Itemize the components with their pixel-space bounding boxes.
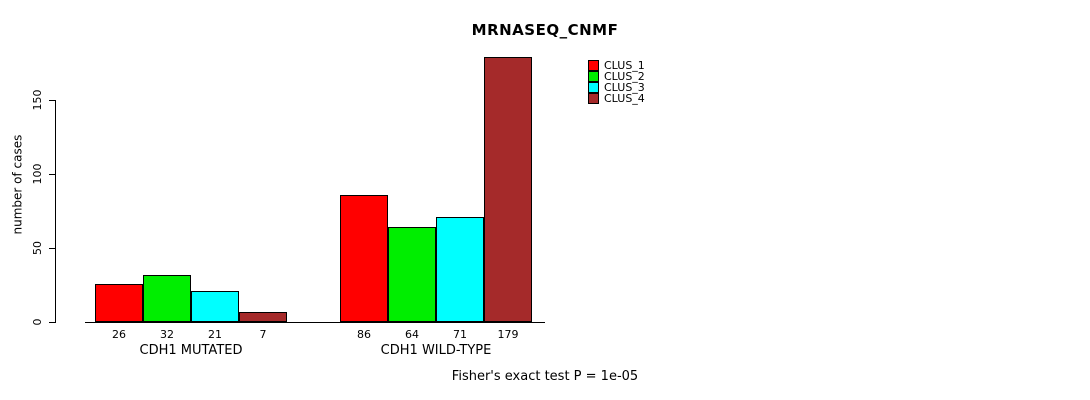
legend-swatch [588, 71, 599, 82]
y-tick [49, 174, 56, 175]
chart-title: MRNASEQ_CNMF [471, 21, 619, 39]
bar [388, 227, 436, 322]
legend-item: CLUS_4 [588, 93, 645, 104]
bar-value-label: 21 [208, 328, 222, 341]
y-tick-label: 0 [31, 318, 44, 326]
bar [436, 217, 484, 322]
y-tick [49, 322, 56, 323]
legend-item: CLUS_1 [588, 60, 645, 71]
bar [484, 57, 532, 322]
group-label: CDH1 MUTATED [139, 343, 243, 358]
legend-item: CLUS_2 [588, 71, 645, 82]
y-axis-line [55, 100, 56, 323]
legend-label: CLUS_1 [604, 59, 645, 72]
legend: CLUS_1 CLUS_2 CLUS_3 CLUS_4 [588, 60, 645, 104]
bar [239, 312, 287, 322]
bar [95, 284, 143, 322]
bar [340, 195, 388, 322]
legend-label: CLUS_2 [604, 70, 645, 83]
group-label: CDH1 WILD-TYPE [380, 343, 492, 358]
footer-note: Fisher's exact test P = 1e-05 [451, 369, 639, 384]
x-axis-line [85, 322, 545, 323]
bar-value-label: 26 [112, 328, 126, 341]
y-tick-label: 150 [31, 89, 44, 111]
y-tick [49, 100, 56, 101]
bar [191, 291, 239, 322]
bar-value-label: 179 [497, 328, 519, 341]
legend-label: CLUS_4 [604, 92, 645, 105]
y-tick [49, 248, 56, 249]
bar-value-label: 86 [357, 328, 371, 341]
legend-label: CLUS_3 [604, 81, 645, 94]
legend-swatch [588, 60, 599, 71]
y-tick-label: 50 [31, 241, 44, 255]
bar-value-label: 32 [160, 328, 174, 341]
legend-item: CLUS_3 [588, 82, 645, 93]
legend-swatch [588, 82, 599, 93]
bar-value-label: 64 [405, 328, 419, 341]
legend-swatch [588, 93, 599, 104]
bar [143, 275, 191, 322]
y-tick-label: 100 [31, 163, 44, 185]
bar-value-label: 71 [453, 328, 467, 341]
bar-value-label: 7 [259, 328, 267, 341]
